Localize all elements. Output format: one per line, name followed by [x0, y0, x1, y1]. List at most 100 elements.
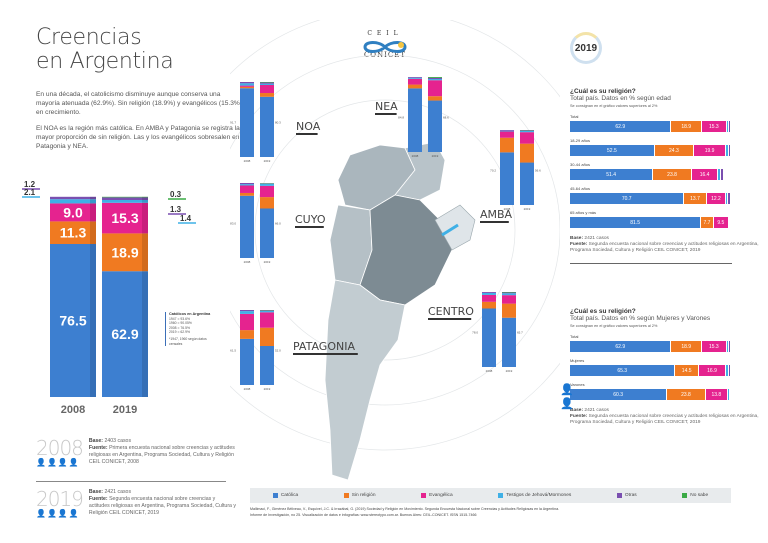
region-value-label: 83.0	[230, 221, 236, 225]
bar-segment-no_sabe-2019	[102, 196, 148, 198]
region-value-label: 70.2	[490, 168, 496, 172]
row-segment-otras	[728, 121, 732, 132]
stacked-row: 70.7 13.7 12.2	[570, 193, 733, 204]
callout-line: 1947 = 93.6%	[169, 316, 191, 321]
year-tick-label: 2019	[113, 404, 137, 416]
region-value-label: 52.0	[275, 348, 281, 352]
region-year-label: 2008	[244, 260, 251, 264]
credits-line-1: Mallimaci, F., Giménez Béliveau, V., Esq…	[250, 507, 560, 511]
region-bar-segment	[260, 93, 274, 97]
region-chart-cuyo: 2008 83.0 2019 66.0	[230, 183, 281, 264]
row-segment-catolica: 60.3	[570, 389, 668, 400]
region-bar-segment	[500, 137, 514, 153]
region-bar-segment	[500, 131, 514, 138]
region-bar-segment	[428, 79, 442, 81]
base-2019: 2019 👤👤👤👤 Base: 2421 casos Fuente: Segun…	[36, 489, 236, 518]
bar-segment-evangelica-2019	[102, 202, 148, 234]
region-bar-segment	[240, 313, 254, 331]
region-bar-segment	[240, 311, 254, 314]
legend-item-evangelica: Evangélica	[421, 493, 453, 498]
region-patagonia[interactable]	[324, 279, 406, 481]
region-bar-segment	[260, 82, 274, 84]
region-year-label: 2008	[504, 207, 511, 211]
bar-segment-testigos-2019	[102, 200, 148, 203]
legend: Católica Sin religión Evangélica Testigos d…	[250, 488, 731, 503]
bar-segment-sin_religion-2019	[102, 233, 148, 272]
region-bar-segment	[260, 183, 274, 186]
region-bar-segment	[502, 295, 516, 304]
region-bar-segment	[482, 308, 496, 367]
row-segment-catolica: 51.4	[570, 169, 654, 180]
region-centro[interactable]	[359, 194, 453, 306]
bar-shade	[142, 196, 148, 397]
region-bar-segment	[240, 185, 254, 193]
legend-item-catolica: Católica	[272, 493, 299, 498]
legend-label: Católica	[280, 493, 299, 498]
age-base: Base: 2421 casos Fuente: Segunda encuest…	[570, 236, 768, 255]
base-year: 2019	[36, 487, 84, 511]
region-value-label: 65.7	[517, 330, 523, 334]
row-segment-no_sabe	[731, 341, 733, 352]
catholics-callout: Católicos en Argentina 1947 = 93.6% 1960…	[165, 312, 215, 347]
legend-label: Otras	[624, 493, 637, 498]
bar-value-label: 15.3	[111, 210, 138, 226]
region-bar-segment	[500, 130, 514, 131]
people-icon: 👤👤👤👤	[36, 509, 80, 518]
intro-text: En una década, el catolicismo disminuye …	[36, 90, 246, 158]
row-segment-catolica: 70.7	[570, 193, 685, 204]
row-label: Total	[570, 114, 579, 119]
region-bar-segment	[260, 185, 274, 198]
row-segment-no_sabe	[723, 169, 725, 180]
row-segment-no_sabe	[731, 365, 733, 376]
stacked-row: 60.3 23.8 13.8	[570, 389, 732, 400]
row-segment-evangelica: 12.2	[706, 193, 727, 204]
row-label: Mujeres	[570, 358, 585, 363]
source-label: Fuente:	[88, 445, 108, 451]
base-label: Base:	[570, 408, 584, 413]
orbit-lines	[230, 20, 560, 451]
row-segment-no_sabe	[731, 121, 733, 132]
person-icons: 👤 👤	[560, 383, 574, 411]
row-label: 18-29 años	[570, 138, 591, 143]
region-bar-segment	[240, 330, 254, 339]
region-bar-segment	[428, 77, 442, 78]
legend-label: Evangélica	[429, 493, 453, 498]
region-chart-noa: 2008 91.7 2019 80.3	[230, 82, 281, 163]
region-bar-segment	[500, 152, 514, 205]
source-label: Fuente:	[570, 242, 588, 248]
row-segment-no_sabe	[731, 389, 732, 400]
region-bar-segment	[520, 143, 534, 163]
row-segment-sin_religion: 23.8	[653, 169, 692, 180]
region-value-label: 84.8	[398, 115, 404, 119]
source-text: Segunda encuesta nacional sobre creencia…	[570, 414, 759, 426]
region-value-label: 91.7	[230, 120, 236, 124]
stacked-row: 51.4 23.8 16.4	[570, 169, 732, 180]
row-segment-otras	[728, 365, 732, 376]
region-chart-centro: 2008 78.0 2019 65.7	[472, 292, 523, 373]
legend-swatch	[498, 493, 504, 498]
region-bar-segment	[260, 96, 274, 157]
region-bar-segment	[240, 310, 254, 312]
callout-title: Católicos en Argentina	[169, 312, 211, 316]
base-label: Base:	[88, 438, 104, 444]
stacked-row: 62.9 18.9 15.3	[570, 341, 733, 352]
row-segment-testigos	[727, 389, 730, 400]
gender-chart-title: ¿Cuál es su religión?	[570, 308, 636, 315]
bar-segment-testigos-2008	[50, 199, 96, 204]
legend-item-testigos: Testigos de Jehová/Mormones	[498, 493, 571, 498]
legend-swatch	[682, 493, 688, 498]
legend-item-otras: Otras	[616, 493, 637, 498]
source-label: Fuente:	[88, 496, 108, 502]
region-label-amba: AMBA	[480, 208, 513, 221]
people-icon: 👤👤👤👤	[36, 458, 80, 467]
region-bar-segment	[260, 82, 274, 83]
bar-segment-evangelica-2008	[50, 203, 96, 222]
stacked-row: 52.5 24.3 19.9	[570, 145, 732, 156]
callout-note: *1947, 1960 según datos censales	[169, 336, 207, 346]
region-value-label: 80.3	[275, 120, 281, 124]
row-segment-testigos	[726, 341, 729, 352]
region-bar-segment	[240, 88, 254, 157]
region-bar-segment	[240, 85, 254, 87]
callout-line: 2008 = 76.5%	[169, 325, 191, 330]
woman-icon: 👤	[560, 384, 574, 396]
